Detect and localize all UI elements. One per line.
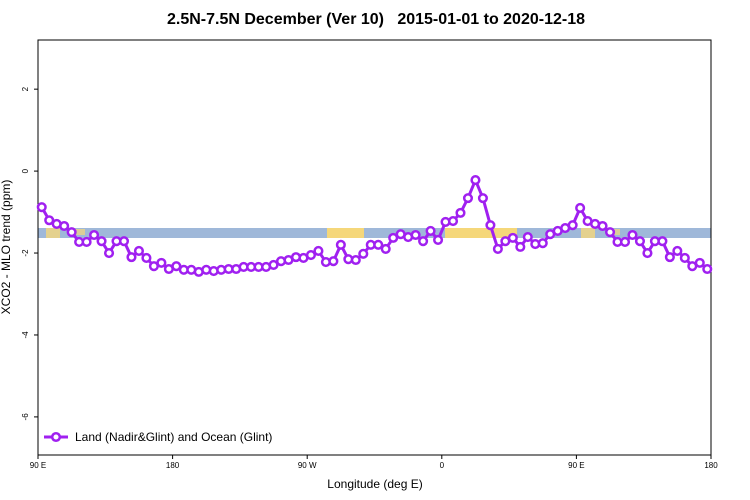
data-point: [627, 229, 638, 241]
x-tick-label: 180: [704, 461, 718, 470]
data-point: [36, 202, 47, 213]
y-tick-label: 2: [21, 86, 30, 91]
data-point: [433, 234, 444, 245]
data-point: [425, 225, 436, 236]
data-point: [515, 241, 526, 252]
data-point: [679, 252, 690, 263]
data-point: [171, 261, 182, 272]
data-point: [268, 259, 279, 270]
data-point: [507, 232, 518, 243]
data-point: [455, 207, 466, 218]
chart-title: 2.5N-7.5N December (Ver 10) 2015-01-01 t…: [167, 11, 585, 28]
data-point: [410, 229, 421, 241]
data-point: [492, 243, 503, 254]
data-point: [567, 220, 578, 231]
data-point: [470, 175, 481, 186]
data-point: [358, 248, 369, 259]
legend-marker: [50, 431, 62, 443]
data-point: [537, 238, 548, 249]
data-point: [305, 250, 316, 261]
x-tick-label: 90 W: [298, 461, 317, 470]
x-tick-label: 0: [440, 461, 445, 470]
y-tick-label: -6: [21, 413, 30, 421]
data-point: [350, 254, 361, 266]
x-tick-label: 90 E: [568, 461, 584, 470]
data-point: [672, 245, 683, 257]
data-point: [156, 257, 167, 268]
data-point: [634, 236, 646, 247]
data-point: [657, 236, 668, 247]
data-point: [89, 229, 100, 241]
data-point: [388, 232, 399, 243]
data-point: [664, 252, 675, 263]
plot-frame: [37, 39, 712, 456]
data-point: [141, 252, 152, 263]
data-point: [133, 245, 144, 257]
data-point: [597, 220, 608, 232]
x-axis-label: Longitude (deg E): [327, 477, 422, 491]
y-axis-label: XCO2 - MLO trend (ppm): [0, 180, 13, 315]
data-point: [59, 220, 70, 232]
data-point: [373, 239, 384, 250]
data-point: [44, 215, 55, 226]
data-point: [328, 256, 339, 267]
data-point: [702, 263, 713, 275]
x-tick-label: 90 E: [30, 461, 46, 470]
data-point: [605, 227, 616, 238]
data-point: [642, 247, 653, 259]
data-point: [81, 236, 92, 248]
data-point: [619, 236, 631, 248]
data-point: [313, 245, 324, 257]
data-point: [118, 236, 130, 247]
y-tick-label: -4: [21, 331, 30, 339]
data-point: [477, 193, 488, 204]
data-point: [96, 236, 107, 247]
data-point: [418, 236, 429, 247]
x-tick-label: 180: [166, 461, 180, 470]
data-point: [126, 252, 137, 263]
data-point: [103, 247, 115, 259]
data-point: [522, 232, 533, 243]
data-point: [485, 220, 496, 231]
data-point: [575, 202, 586, 214]
data-point: [380, 243, 391, 254]
data-point: [694, 257, 705, 268]
y-tick-label: 0: [21, 168, 30, 173]
y-tick-label: -2: [21, 249, 30, 257]
legend-label: Land (Nadir&Glint) and Ocean (Glint): [75, 430, 272, 444]
data-point: [66, 227, 77, 238]
data-point: [335, 239, 346, 250]
data-point: [447, 216, 459, 227]
data-point: [462, 193, 474, 204]
